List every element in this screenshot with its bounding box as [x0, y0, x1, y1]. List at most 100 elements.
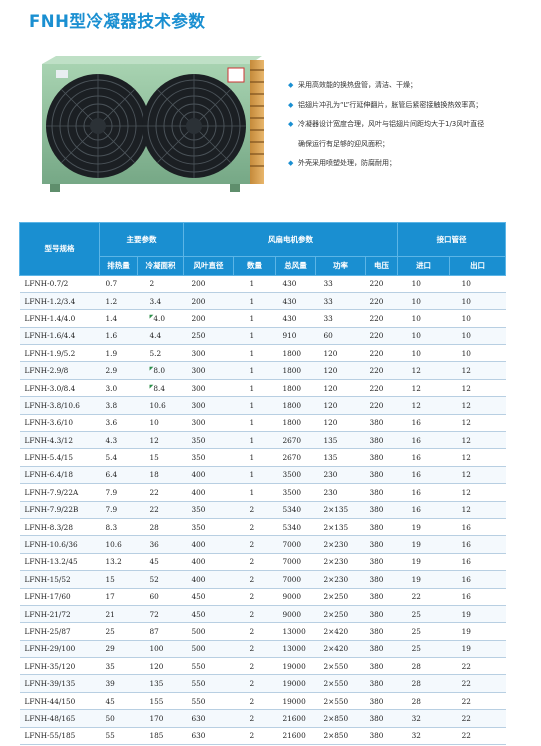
cell-power: 120	[315, 361, 366, 380]
cell-value: 8.4	[153, 383, 165, 393]
cell-value: 1800	[282, 400, 302, 410]
cell-inlet: 25	[397, 622, 450, 641]
cell-inlet: 16	[397, 483, 450, 502]
cell-value: 4.3	[105, 435, 118, 445]
cell-value: 1800	[282, 366, 302, 376]
cell-area: 36	[137, 535, 184, 554]
cell-value: 220	[369, 279, 384, 289]
cell-value: 45	[149, 557, 159, 567]
cell-model: LFNH-4.3/12	[19, 431, 100, 450]
cell-power: 120	[315, 396, 366, 415]
cell-value: 2	[249, 505, 255, 515]
cell-blade-dia: 250	[183, 327, 234, 346]
cell-value: 13000	[282, 627, 306, 636]
cell-inlet: 10	[397, 292, 450, 311]
cell-value: 1.4	[105, 313, 118, 323]
cell-value: 2	[249, 522, 255, 532]
cell-value: 3500	[282, 470, 302, 480]
cell-power: 120	[315, 344, 366, 363]
cell-voltage: 380	[365, 535, 398, 554]
cell-power: 2×550	[315, 657, 366, 676]
header-pipe: 接口管径	[397, 222, 507, 257]
cell-model: LFNH-7.9/22A	[19, 483, 100, 502]
cell-inlet: 22	[397, 588, 450, 606]
cell-value: 10.6	[105, 540, 122, 550]
table-row: LFNH-5.4/15 5.4 15 350 1 2670 135 380 16 12	[19, 448, 506, 467]
cell-voltage: 380	[365, 640, 398, 659]
cell-value: 45	[105, 696, 115, 706]
cell-power: 2×135	[315, 501, 366, 519]
cell-model: LFNH-25/87	[19, 622, 100, 641]
cell-outlet: 10	[449, 327, 506, 346]
cell-area: ◤8.0	[137, 361, 184, 380]
cell-outlet: 10	[449, 309, 506, 328]
cell-model: LFNH-21/72	[19, 605, 100, 624]
cell-outlet: 16	[449, 535, 506, 554]
corner-mark-icon: ◤	[149, 313, 154, 320]
cell-value: 380	[369, 661, 384, 671]
cell-value: 10	[461, 331, 471, 341]
cell-air-volume: 430	[275, 309, 316, 328]
cell-outlet: 12	[449, 414, 506, 433]
cell-power: 135	[315, 431, 366, 450]
cell-power: 135	[315, 448, 366, 467]
cell-value: 3.8	[105, 400, 118, 410]
cell-blade-dia: 300	[183, 344, 234, 363]
cell-value: 2	[249, 661, 255, 671]
cell-value: 500	[191, 644, 206, 654]
cell-blade-dia: 400	[183, 535, 234, 554]
cell-value: 72	[149, 609, 159, 619]
cell-outlet: 12	[449, 379, 506, 398]
cell-value: 400	[191, 557, 206, 567]
cell-model: LFNH-35/120	[19, 657, 100, 676]
cell-value: 380	[369, 540, 384, 550]
cell-inlet: 10	[397, 309, 450, 328]
cell-value: 16	[461, 574, 471, 584]
cell-value: 7.9	[105, 505, 118, 515]
cell-value: 350	[191, 435, 206, 445]
cell-outlet: 10	[449, 275, 506, 293]
cell-value: 10	[461, 348, 471, 358]
cell-value: 2	[249, 574, 255, 584]
cell-voltage: 220	[365, 344, 398, 363]
cell-value: 2×420	[323, 627, 349, 636]
table-row: LFNH-29/100 29 100 500 2 13000 2×420 380 25 19	[19, 640, 506, 659]
cell-value: 200	[191, 313, 206, 323]
cell-inlet: 12	[397, 361, 450, 380]
cell-qty: 2	[233, 674, 276, 693]
cell-area: 135	[137, 674, 184, 693]
cell-value: 250	[191, 331, 206, 341]
cell-value: LFNH-8.3/28	[24, 522, 73, 532]
cell-value: 400	[191, 487, 206, 497]
cell-voltage: 380	[365, 605, 398, 624]
cell-qty: 2	[233, 535, 276, 554]
table-row: LFNH-35/120 35 120 550 2 19000 2×550 380 28 22	[19, 657, 506, 676]
cell-value: 380	[369, 592, 384, 602]
cell-value: 2	[249, 713, 255, 723]
cell-value: 18	[149, 470, 159, 480]
cell-blade-dia: 450	[183, 605, 234, 624]
feature-text: 外壳采用喷塑处理，防腐耐用；	[298, 159, 396, 167]
cell-value: 200	[191, 296, 206, 306]
cell-value: 135	[323, 435, 338, 445]
cell-outlet: 12	[449, 483, 506, 502]
cell-inlet: 12	[397, 379, 450, 398]
cell-inlet: 10	[397, 275, 450, 293]
cell-value: LFNH-48/165	[24, 713, 76, 723]
cell-value: 1800	[282, 348, 302, 358]
table-row: LFNH-7.9/22B 7.9 22 350 2 5340 2×135 380 16 12	[19, 501, 506, 519]
table-row: LFNH-55/185 55 185 630 2 21600 2×850 380 32 22	[19, 727, 506, 746]
cell-value: 17	[105, 592, 115, 602]
cell-value: 430	[282, 279, 297, 289]
cell-value: 2×135	[323, 522, 349, 532]
cell-value: LFNH-6.4/18	[24, 470, 73, 480]
cell-value: 22	[461, 696, 471, 706]
cell-voltage: 380	[365, 483, 398, 502]
cell-air-volume: 19000	[275, 657, 316, 676]
cell-outlet: 16	[449, 570, 506, 589]
cell-power: 33	[315, 292, 366, 311]
cell-value: 2	[249, 592, 255, 602]
cell-discharge: 35	[99, 657, 138, 676]
cell-area: ◤8.4	[137, 379, 184, 398]
cell-value: 25	[411, 609, 421, 619]
